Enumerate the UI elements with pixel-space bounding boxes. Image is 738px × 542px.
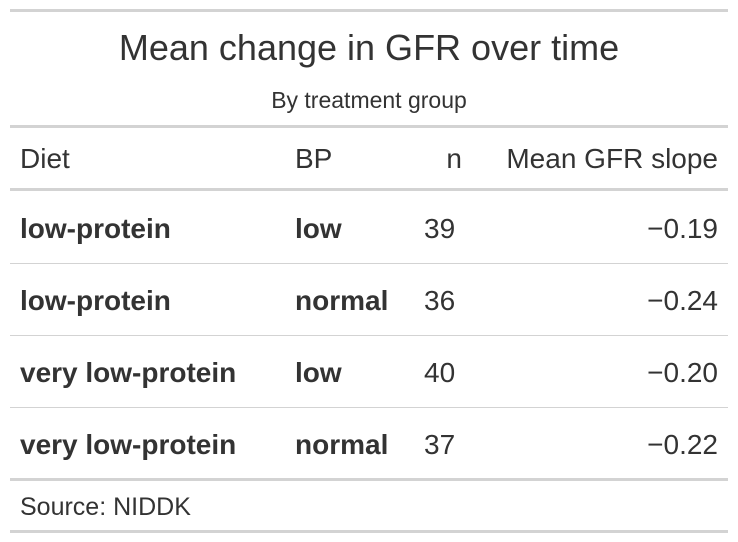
column-header-bp: BP	[295, 143, 333, 174]
row-divider-1	[10, 263, 728, 264]
row-2-mean-gfr-slope: −0.24	[647, 285, 718, 316]
row-3-n: 40	[424, 357, 456, 388]
row-4-diet: very low-protein	[20, 429, 237, 460]
source-note: Source: NIDDK	[20, 493, 191, 521]
row-1-mean-gfr-slope: −0.19	[647, 213, 718, 244]
row-3-bp: low	[295, 357, 342, 388]
row-1-diet: low-protein	[20, 213, 171, 244]
row-3-diet: very low-protein	[20, 357, 237, 388]
table-title: Mean change in GFR over time	[118, 27, 620, 68]
header-divider	[10, 188, 728, 191]
row-1-n: 39	[424, 213, 456, 244]
row-2-diet: low-protein	[20, 285, 171, 316]
row-2-n: 36	[424, 285, 456, 316]
row-4-mean-gfr-slope: −0.22	[647, 429, 718, 460]
row-divider-3	[10, 407, 728, 408]
row-3-mean-gfr-slope: −0.20	[647, 357, 718, 388]
row-1-bp: low	[295, 213, 342, 244]
column-header-diet: Diet	[20, 143, 70, 174]
title-divider	[10, 125, 728, 128]
gfr-table: Mean change in GFR over time By treatmen…	[10, 9, 728, 533]
row-4-n: 37	[424, 429, 456, 460]
row-4-bp: normal	[295, 429, 389, 460]
column-header-n: n	[446, 143, 462, 174]
row-2-bp: normal	[295, 285, 389, 316]
table-subtitle: By treatment group	[271, 87, 467, 113]
row-divider-2	[10, 335, 728, 336]
column-header-mean-gfr-slope: Mean GFR slope	[506, 143, 718, 174]
body-bottom-divider	[10, 478, 728, 481]
